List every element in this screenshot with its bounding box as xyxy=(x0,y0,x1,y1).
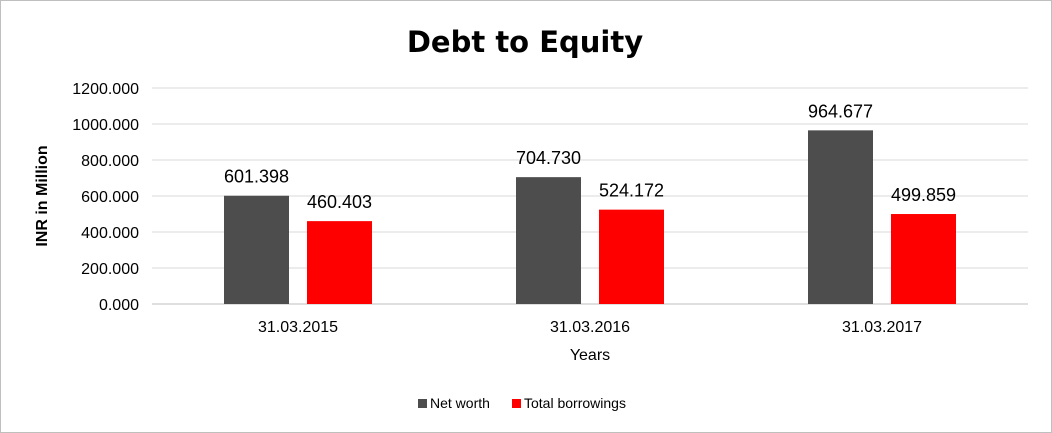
x-tick-label: 31.03.2016 xyxy=(550,319,630,336)
x-tick-label: 31.03.2017 xyxy=(842,319,922,336)
legend-swatch xyxy=(418,399,427,408)
data-label: 524.172 xyxy=(599,181,664,201)
data-label: 601.398 xyxy=(224,167,289,187)
bar-total-borrowings xyxy=(891,214,956,304)
y-tick-label: 600.000 xyxy=(81,189,139,206)
x-tick-labels: 31.03.2015 31.03.2016 31.03.2017 xyxy=(258,319,922,336)
data-label: 460.403 xyxy=(307,192,372,212)
bar-net-worth xyxy=(224,195,289,304)
bar-net-worth xyxy=(808,130,873,304)
bar-net-worth xyxy=(516,177,581,304)
bars xyxy=(224,130,956,304)
bar-total-borrowings xyxy=(599,209,664,304)
legend-label: Total borrowings xyxy=(524,395,626,411)
x-tick-label: 31.03.2015 xyxy=(258,319,338,336)
y-tick-label: 1200.000 xyxy=(72,81,139,98)
y-tick-label: 400.000 xyxy=(81,225,139,242)
legend-swatch xyxy=(512,399,521,408)
y-tick-label: 200.000 xyxy=(81,261,139,278)
y-tick-label: 0.000 xyxy=(99,297,139,314)
x-axis-label: Years xyxy=(570,347,610,364)
data-label: 964.677 xyxy=(808,101,873,121)
bar-total-borrowings xyxy=(307,221,372,304)
data-label: 499.859 xyxy=(891,185,956,205)
legend: Net worth Total borrowings xyxy=(418,395,626,411)
y-tick-labels: 0.000 200.000 400.000 600.000 800.000 1000.00… xyxy=(72,81,139,314)
gridlines xyxy=(152,87,1028,305)
y-axis-label: INR in Million xyxy=(34,145,51,246)
data-label: 704.730 xyxy=(516,148,581,168)
y-tick-label: 800.000 xyxy=(81,153,139,170)
y-tick-label: 1000.000 xyxy=(72,117,139,134)
legend-label: Net worth xyxy=(430,395,490,411)
data-labels: 601.398 460.403 704.730 524.172 964.677 499.8… xyxy=(224,101,956,212)
chart-title: Debt to Equity xyxy=(407,25,643,59)
